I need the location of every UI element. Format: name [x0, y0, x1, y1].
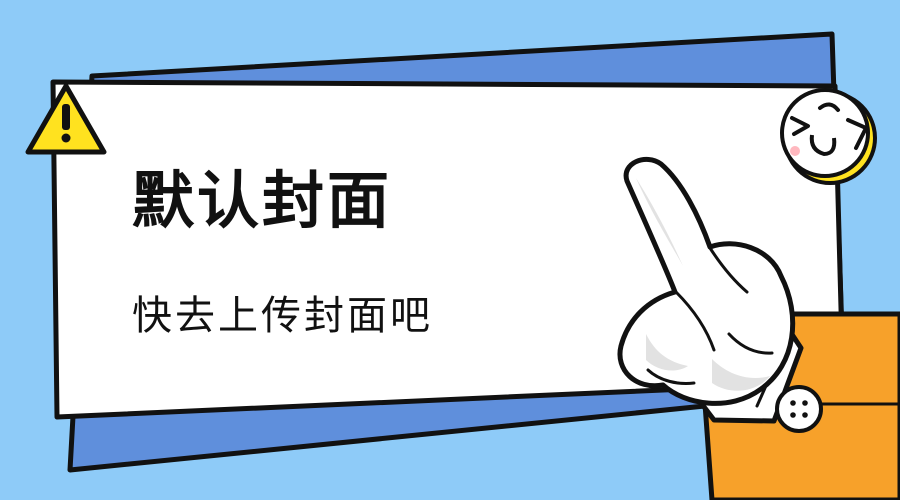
- page-title: 默认封面: [132, 164, 393, 237]
- winking-face-sticker: [780, 88, 877, 185]
- cuff-button-icon: [775, 385, 823, 433]
- page-subtitle: 快去上传封面吧: [132, 293, 433, 339]
- warning-triangle-icon: [25, 83, 107, 155]
- pointing-hand-illustration: [617, 157, 900, 500]
